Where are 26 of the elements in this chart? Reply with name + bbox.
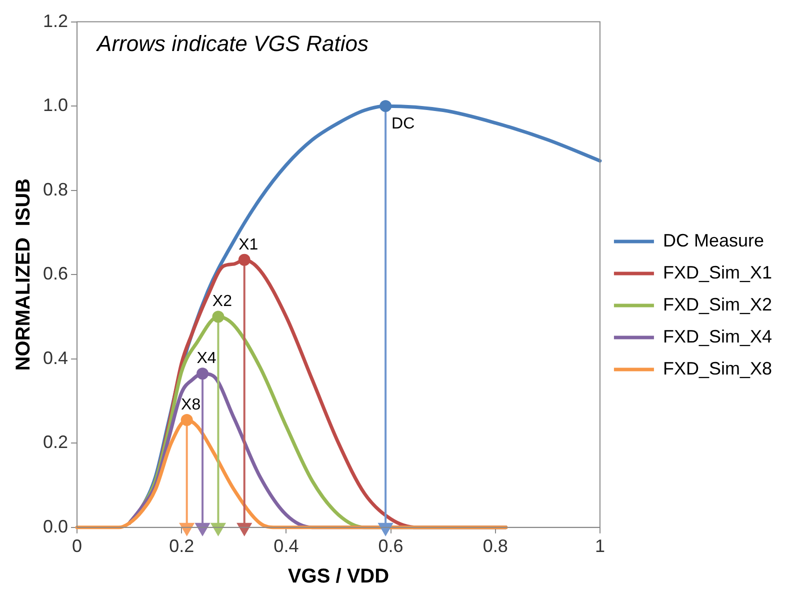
y-tick-label: 0.8	[42, 179, 68, 200]
y-tick-label: 0.4	[42, 348, 68, 368]
x-tick-label: 0.4	[274, 536, 299, 556]
x-tick-label: 0.2	[169, 536, 194, 556]
legend-label: FXD_Sim_X4	[662, 326, 772, 346]
legend-label: FXD_Sim_X2	[662, 294, 772, 314]
x-tick-label: 0.8	[482, 536, 508, 556]
x-tick-label: 0.6	[378, 536, 404, 556]
annotation: DC	[392, 115, 415, 132]
y-tick-label: 0.0	[42, 516, 68, 536]
y-tick-label: 0.6	[42, 264, 68, 284]
y-tick-label: 1.0	[42, 95, 68, 116]
y-tick-label: 1.2	[42, 10, 68, 31]
annotation: X8	[181, 396, 201, 414]
annotation: X2	[212, 293, 232, 310]
legend-label: FXD_Sim_X8	[662, 358, 772, 378]
x-axis-title: VGS / VDD	[288, 566, 390, 588]
y-tick-label: 0.2	[42, 432, 68, 452]
legend-label: DC Measure	[662, 230, 764, 250]
y-axis-title: NORMALIZED ISUB	[12, 178, 35, 371]
annotation: X1	[238, 236, 258, 254]
annotation: X4	[196, 350, 216, 368]
x-tick-label: 0	[72, 536, 82, 556]
x-tick-label: 1	[594, 536, 605, 556]
legend-label: FXD_Sim_X1	[662, 262, 772, 282]
annotation: Arrows indicate VGS Ratios	[95, 30, 368, 56]
